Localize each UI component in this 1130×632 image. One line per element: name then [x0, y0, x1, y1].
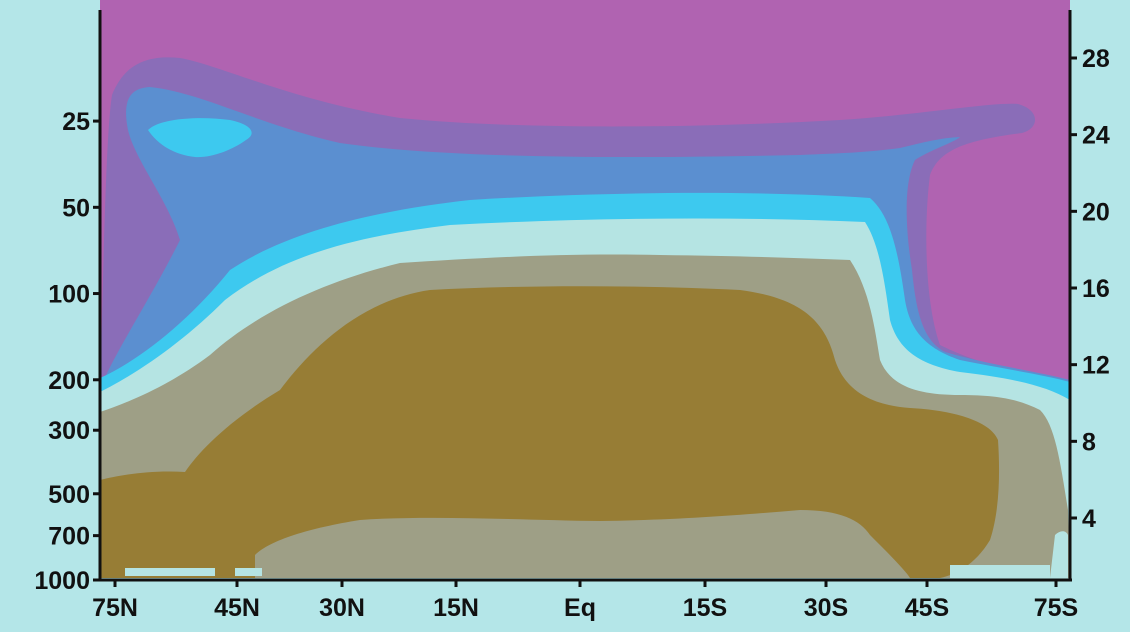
left-axis-tick-label: 1000 — [34, 567, 90, 595]
left-axis-tick-label: 100 — [48, 281, 90, 309]
band-lightcyan-bottom-left — [125, 568, 262, 576]
band-brown — [100, 286, 1000, 578]
right-axis-tick-label: 16 — [1082, 275, 1110, 303]
bottom-axis-tick-label: 15S — [683, 594, 727, 622]
left-axis-tick-label: 300 — [48, 417, 90, 445]
bottom-axis-tick-label: 15N — [433, 594, 479, 622]
bottom-axis-tick-label: 75N — [92, 594, 138, 622]
left-axis-tick-label: 50 — [62, 194, 90, 222]
left-axis-tick-label: 500 — [48, 481, 90, 509]
tick-layer: 25 50 100 200 300 500 700 1000 28 24 20 16 12 8 4 75N 45… — [34, 45, 1110, 622]
bottom-axis-tick-label: Eq — [564, 594, 596, 622]
right-axis-tick-label: 4 — [1082, 505, 1096, 533]
bottom-axis-tick-label: 45S — [905, 594, 949, 622]
left-axis-tick-label: 25 — [62, 108, 90, 136]
left-axis-tick-label: 700 — [48, 523, 90, 551]
right-axis-tick-label: 28 — [1082, 45, 1110, 73]
bottom-axis-tick-label: 30N — [319, 594, 365, 622]
band-gray-lower — [255, 510, 910, 578]
plot-area — [100, 0, 1070, 579]
right-axis-tick-label: 8 — [1082, 428, 1096, 456]
right-axis-tick-label: 20 — [1082, 198, 1110, 226]
bottom-axis-tick-label: 45N — [214, 594, 260, 622]
right-axis-tick-label: 12 — [1082, 352, 1110, 380]
right-axis-tick-label: 24 — [1082, 122, 1110, 150]
bottom-axis-tick-label: 75S — [1034, 594, 1078, 622]
band-cyan-top — [148, 118, 252, 158]
bottom-axis-tick-label: 30S — [804, 594, 848, 622]
band-lightcyan-bottom-right — [950, 531, 1068, 578]
left-axis-tick-label: 200 — [48, 367, 90, 395]
